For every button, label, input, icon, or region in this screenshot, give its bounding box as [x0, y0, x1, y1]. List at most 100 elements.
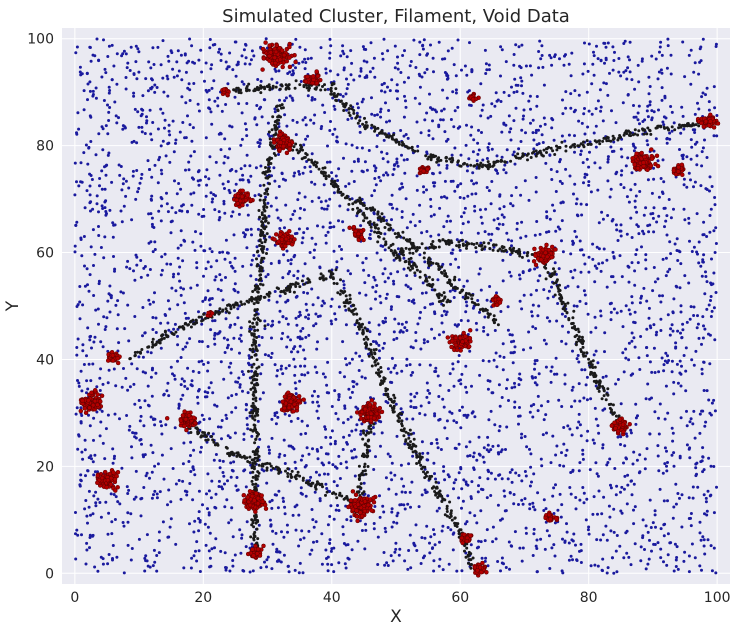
void-point — [453, 189, 457, 193]
filament-point — [255, 257, 258, 261]
void-point — [79, 238, 83, 241]
void-point — [705, 509, 709, 513]
void-point — [550, 126, 554, 130]
void-point — [432, 213, 436, 217]
void-point — [146, 89, 150, 93]
void-point — [354, 351, 358, 355]
void-point — [88, 335, 92, 339]
void-point — [429, 43, 432, 47]
void-point — [333, 442, 337, 446]
void-point — [78, 317, 82, 321]
void-point — [431, 137, 435, 141]
void-point — [102, 38, 105, 42]
void-point — [340, 248, 343, 251]
void-point — [507, 94, 511, 98]
void-point — [681, 322, 685, 326]
void-point — [476, 231, 480, 235]
void-point — [698, 47, 702, 51]
void-point — [404, 197, 408, 201]
void-point — [236, 290, 240, 294]
void-point — [342, 156, 345, 160]
void-point — [543, 547, 547, 551]
void-point — [291, 69, 295, 73]
void-point — [273, 290, 277, 293]
void-point — [685, 443, 689, 447]
void-point — [510, 85, 513, 89]
void-point — [657, 108, 660, 112]
void-point — [329, 319, 333, 323]
void-point — [96, 569, 100, 573]
void-point — [474, 321, 478, 325]
void-point — [109, 492, 113, 496]
void-point — [350, 116, 354, 120]
void-point — [245, 520, 249, 524]
void-point — [658, 50, 661, 54]
void-point — [427, 401, 431, 405]
void-point — [202, 274, 205, 278]
void-point — [544, 507, 548, 511]
void-point — [161, 111, 165, 115]
void-point — [469, 133, 473, 137]
void-point — [311, 400, 315, 404]
void-point — [695, 163, 699, 167]
void-point — [639, 545, 643, 549]
void-point — [275, 300, 279, 304]
void-point — [638, 368, 642, 371]
void-point — [400, 369, 404, 373]
void-point — [561, 250, 565, 254]
void-point — [147, 298, 151, 302]
void-point — [85, 379, 89, 383]
void-point — [89, 59, 93, 63]
void-point — [315, 400, 319, 404]
void-point — [155, 554, 159, 557]
void-point — [604, 82, 608, 86]
void-point — [701, 91, 705, 95]
void-point — [540, 404, 543, 408]
void-point — [180, 95, 184, 99]
void-point — [482, 329, 486, 333]
void-point — [75, 346, 79, 349]
filament-point — [413, 271, 417, 275]
void-point — [624, 531, 628, 535]
void-point — [518, 299, 522, 303]
filament-point — [257, 365, 261, 369]
void-point — [79, 473, 83, 477]
void-point — [624, 432, 628, 436]
void-point — [303, 262, 307, 266]
filament-point — [450, 156, 454, 160]
void-point — [135, 367, 139, 371]
void-point — [505, 387, 508, 390]
void-point — [646, 143, 650, 147]
void-point — [642, 213, 646, 217]
void-point — [452, 419, 456, 423]
void-point — [229, 371, 233, 375]
void-point — [233, 431, 237, 435]
void-point — [482, 460, 486, 464]
void-point — [75, 353, 79, 357]
void-point — [381, 504, 385, 508]
void-point — [693, 112, 697, 116]
void-point — [573, 229, 577, 233]
void-point — [606, 155, 610, 159]
filament-point — [262, 198, 266, 202]
void-point — [517, 474, 521, 477]
filament-point — [258, 278, 262, 282]
void-point — [486, 146, 490, 149]
void-point — [187, 59, 191, 63]
void-point — [210, 479, 214, 483]
void-point — [301, 236, 305, 240]
filament-point — [356, 121, 360, 125]
void-point — [126, 388, 130, 392]
void-point — [372, 432, 376, 436]
void-point — [500, 448, 504, 452]
void-point — [451, 532, 455, 536]
void-point — [300, 492, 304, 496]
void-point — [657, 432, 661, 436]
void-point — [471, 150, 475, 154]
void-point — [283, 226, 286, 230]
void-point — [145, 115, 148, 119]
filament-point — [247, 82, 251, 86]
void-point — [665, 464, 668, 468]
void-point — [295, 120, 299, 124]
filament-point — [355, 114, 359, 118]
